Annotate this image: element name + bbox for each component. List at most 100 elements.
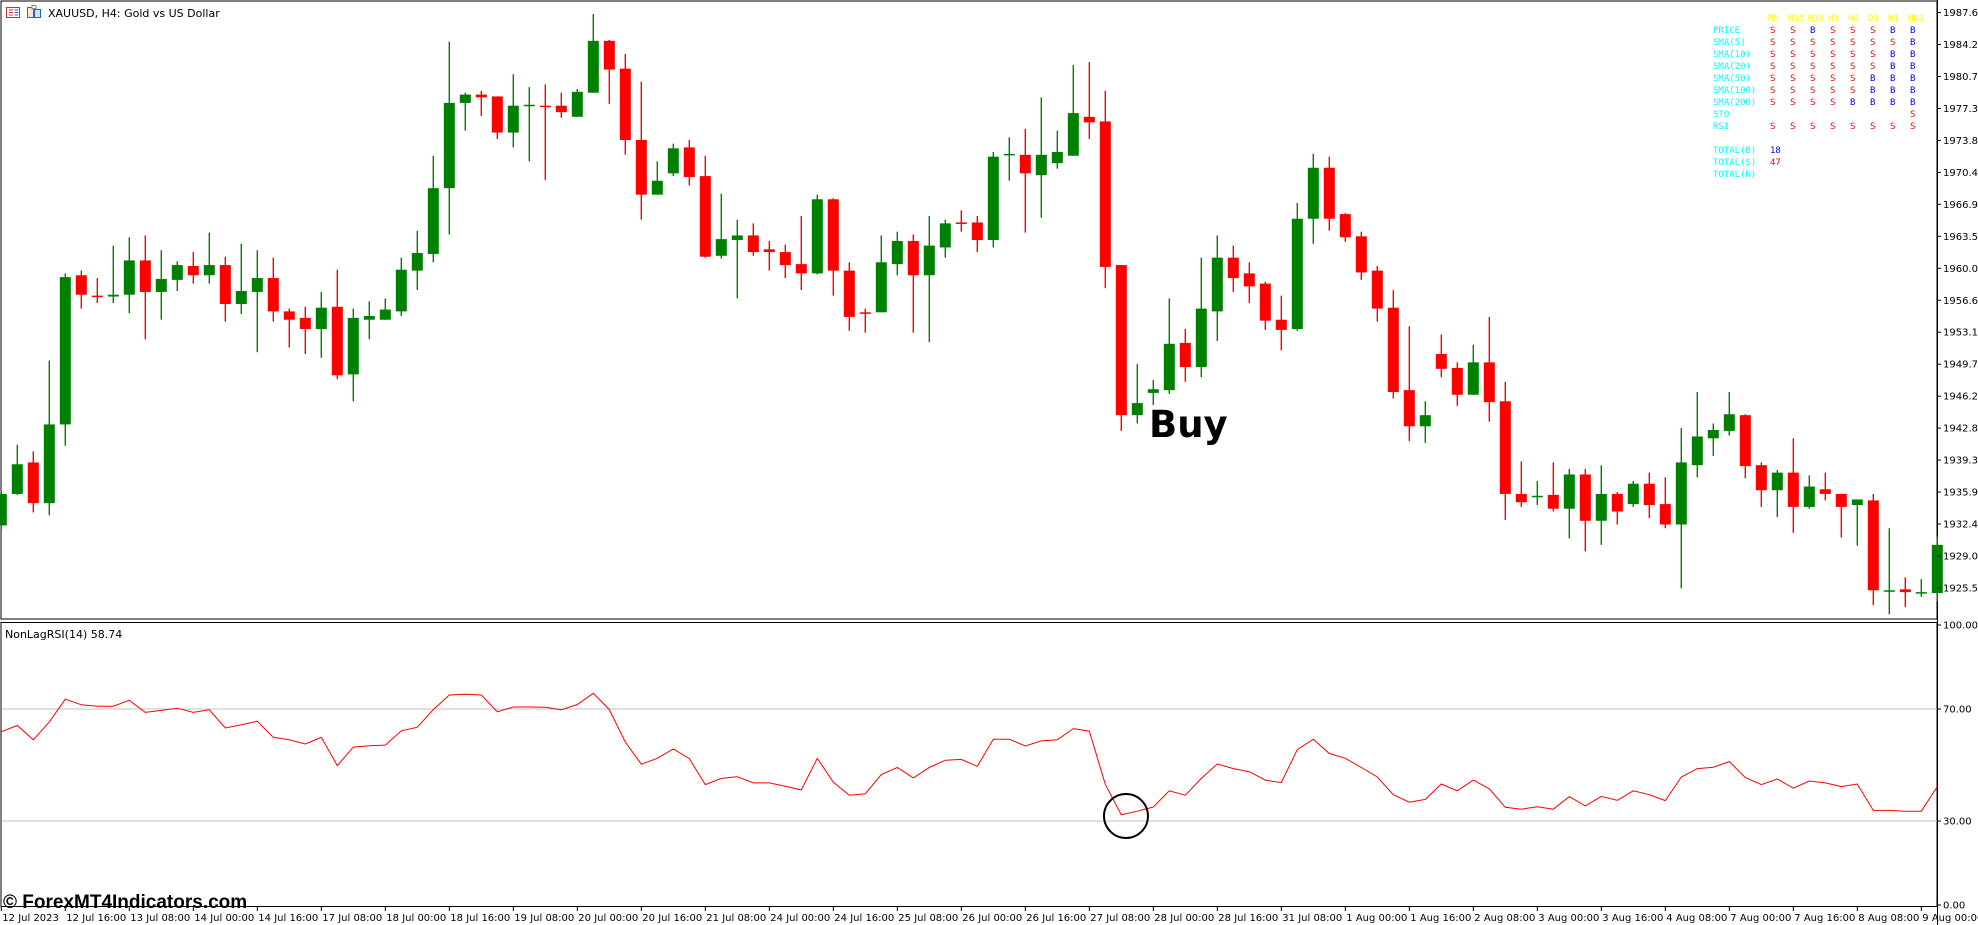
table-signal-sell: S — [1830, 86, 1836, 96]
bearish-candle — [1339, 213, 1351, 242]
bearish-candle — [859, 308, 871, 333]
price-tick-label: 1939.35 — [1943, 456, 1978, 467]
table-row-label: STO — [1713, 110, 1730, 120]
candle-body — [475, 94, 487, 98]
price-axis: 1987.65 1984.20 1980.75 1977.30 1973.85 1970.… — [1937, 8, 1978, 594]
bullish-candle — [1883, 528, 1895, 615]
table-header-mn1: MN1 — [1908, 14, 1925, 24]
table-signal-sell: S — [1850, 38, 1856, 48]
bearish-candle — [1323, 156, 1335, 231]
table-signal-sell: S — [1810, 86, 1816, 96]
candle-body — [1403, 390, 1415, 427]
rsi-layer — [1, 692, 1938, 816]
time-axis: 12 Jul 2023 12 Jul 16:00 13 Jul 08:00 14 Ju… — [0, 907, 1978, 924]
bearish-candle — [1355, 231, 1367, 280]
price-tick-label: 1932.45 — [1943, 520, 1978, 531]
time-tick-label: 21 Jul 08:00 — [706, 913, 766, 924]
price-tick-label: 1963.50 — [1943, 232, 1978, 243]
bullish-candle — [395, 257, 407, 317]
candle-body — [443, 102, 455, 189]
bullish-candle — [1803, 475, 1815, 509]
candle-body — [651, 180, 663, 195]
bearish-candle — [555, 92, 567, 118]
candle-body — [1211, 257, 1223, 312]
bullish-candle — [1707, 423, 1719, 456]
bullish-candle — [1419, 401, 1431, 443]
bearish-candle — [1115, 265, 1127, 431]
candle-body — [107, 294, 119, 297]
candle-body — [1483, 362, 1495, 403]
chart-window-icon[interactable] — [27, 5, 41, 18]
candle-body — [955, 222, 967, 224]
candle-body — [891, 240, 903, 265]
price-tick-label: 1987.65 — [1943, 8, 1978, 19]
candle-body — [1931, 544, 1943, 594]
table-signal-sell: S — [1810, 50, 1816, 60]
table-signal-sell: S — [1850, 122, 1856, 132]
bullish-candle — [523, 87, 535, 162]
candle-body — [747, 235, 759, 253]
bullish-candle — [987, 152, 999, 248]
time-tick-label: 17 Jul 08:00 — [322, 913, 382, 924]
bullish-candle — [459, 92, 471, 131]
bearish-candle — [1387, 290, 1399, 399]
rsi-tick-label: 0.00 — [1943, 901, 1965, 912]
chart-list-icon[interactable] — [6, 7, 20, 18]
candle-body — [1291, 218, 1303, 329]
table-row-label: RSI — [1713, 122, 1730, 132]
table-header-h4: H4 — [1848, 14, 1859, 24]
bearish-candle — [907, 234, 919, 333]
candle-body — [779, 252, 791, 266]
bullish-candle — [875, 235, 887, 313]
candle-body — [1435, 354, 1447, 369]
candle-body — [1003, 153, 1015, 156]
bearish-candle — [1899, 577, 1911, 607]
price-tick-label: 1942.80 — [1943, 424, 1978, 435]
candle-body — [75, 275, 87, 295]
candle-body — [555, 105, 567, 113]
time-tick-label: 4 Aug 08:00 — [1666, 913, 1727, 924]
time-tick-label: 18 Jul 16:00 — [450, 913, 510, 924]
time-tick-label: 28 Jul 16:00 — [1218, 913, 1278, 924]
bearish-candle — [1755, 462, 1767, 507]
bearish-candle — [971, 215, 983, 253]
candle-body — [1771, 472, 1783, 491]
table-signal-sell: S — [1830, 62, 1836, 72]
bearish-candle — [1227, 245, 1239, 292]
candle-body — [523, 104, 535, 107]
candle-body — [235, 291, 247, 304]
candle-body — [971, 222, 983, 241]
candle-body — [843, 270, 855, 317]
bearish-candle — [1371, 265, 1383, 322]
candle-body — [1659, 504, 1671, 525]
table-total-label: TOTAL(N) — [1713, 170, 1757, 180]
bearish-candle — [1243, 262, 1255, 304]
table-signal-sell: S — [1790, 38, 1796, 48]
bearish-candle — [1403, 326, 1415, 442]
bearish-candle — [1547, 462, 1559, 512]
bullish-candle — [1163, 298, 1175, 394]
bearish-candle — [795, 215, 807, 291]
price-tick-label: 1980.75 — [1943, 72, 1978, 83]
candle-body — [1083, 116, 1095, 123]
bullish-candle — [1211, 235, 1223, 342]
indicator-label: NonLagRSI(14) 58.74 — [5, 628, 122, 641]
candle-body — [459, 94, 471, 103]
table-header-m5: M5 — [1768, 14, 1779, 24]
bullish-candle — [315, 291, 327, 358]
time-tick-label: 1 Aug 16:00 — [1410, 913, 1471, 924]
time-tick-label: 8 Aug 08:00 — [1858, 913, 1919, 924]
table-signal-buy: B — [1810, 26, 1816, 36]
indicator-panel-frame — [0, 622, 1938, 907]
time-tick-label: 3 Aug 16:00 — [1602, 913, 1663, 924]
table-header-d1: D1 — [1868, 14, 1879, 24]
chart-title: XAUUSD, H4: Gold vs US Dollar — [48, 7, 220, 20]
candle-body — [1147, 389, 1159, 393]
buy-signal-label: Buy — [1149, 403, 1228, 446]
candle-body — [171, 265, 183, 280]
price-tick-label: 1956.60 — [1943, 296, 1978, 307]
candle-body — [1643, 483, 1655, 506]
candle-body — [363, 316, 375, 320]
candle-body — [1019, 154, 1031, 174]
